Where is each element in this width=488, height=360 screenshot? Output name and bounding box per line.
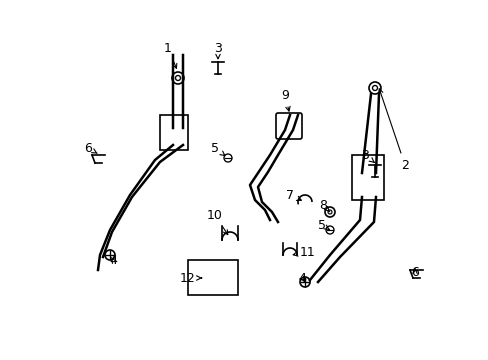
- Bar: [160, 115, 187, 150]
- Text: 5: 5: [317, 219, 328, 231]
- Text: 3: 3: [360, 149, 373, 162]
- Text: 7: 7: [285, 189, 301, 202]
- Text: 5: 5: [210, 141, 224, 156]
- Text: 12: 12: [180, 271, 201, 284]
- Text: 1: 1: [164, 41, 177, 68]
- Text: 4: 4: [109, 253, 117, 266]
- Text: 6: 6: [84, 141, 97, 154]
- Text: 9: 9: [281, 89, 289, 111]
- Bar: [187, 260, 238, 295]
- Text: 2: 2: [378, 89, 408, 171]
- Text: 3: 3: [214, 41, 222, 59]
- Bar: [351, 155, 383, 200]
- Text: 4: 4: [298, 271, 305, 284]
- Text: 8: 8: [318, 198, 329, 212]
- Text: 10: 10: [206, 208, 227, 235]
- Text: 11: 11: [293, 246, 315, 258]
- Text: 6: 6: [410, 266, 418, 279]
